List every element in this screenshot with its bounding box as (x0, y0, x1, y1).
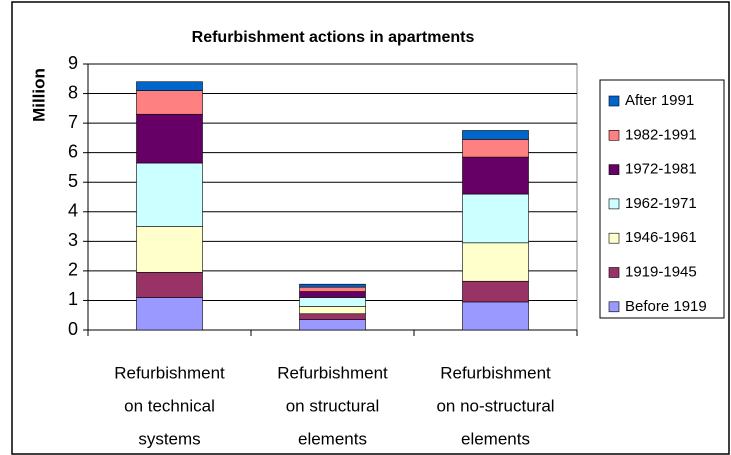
bar-segment (462, 130, 529, 140)
legend-swatch (608, 267, 620, 278)
y-tick-label: 9 (68, 53, 78, 73)
legend-label: 1972-1981 (625, 161, 697, 178)
y-tick-label: 3 (68, 230, 78, 250)
legend-label: After 1991 (625, 92, 694, 109)
bar-segment (299, 291, 366, 298)
bar-segment (136, 162, 203, 227)
chart-title: Refurbishment actions in apartments (192, 29, 475, 46)
x-tick-label: on structural (286, 396, 380, 415)
y-axis-label: Million (29, 68, 48, 122)
x-tick-label: elements (461, 429, 530, 448)
bar-segment (462, 156, 529, 195)
bar-segment (136, 113, 203, 164)
legend-swatch (608, 130, 620, 141)
bar-segment (299, 306, 366, 315)
legend-box (599, 79, 725, 319)
bar-segment (299, 286, 366, 292)
x-tick-label: on technical (124, 396, 215, 415)
y-tick-label: 5 (68, 171, 78, 191)
legend-swatch (608, 95, 620, 107)
bar-segment (136, 226, 203, 273)
bar-segment (462, 193, 529, 244)
bar-segment (299, 283, 366, 288)
x-tick-label: on no-structural (436, 396, 554, 415)
bar-segment (462, 139, 529, 158)
bar-segment (299, 313, 366, 320)
y-tick-label: 6 (68, 141, 78, 161)
bar-segment (299, 319, 366, 331)
y-tick-label: 8 (68, 82, 78, 102)
bar-segment (462, 242, 529, 282)
legend-label: Before 1919 (625, 298, 707, 315)
bar-segment (136, 81, 203, 91)
bar-segment (136, 272, 203, 298)
bar-segment (299, 297, 366, 307)
y-tick-label: 4 (68, 201, 78, 221)
y-tick-label: 7 (68, 112, 78, 132)
x-tick-label: Refurbishment (440, 363, 551, 382)
legend-swatch (608, 301, 620, 313)
legend-label: 1962-1971 (625, 195, 697, 212)
x-tick-label: Refurbishment (114, 363, 225, 382)
legend-label: 1946-1961 (625, 229, 697, 246)
legend-swatch (608, 232, 620, 244)
y-tick-label: 2 (68, 260, 78, 280)
x-tick-label: Refurbishment (277, 363, 388, 382)
bar-segment (136, 90, 203, 115)
legend-label: 1919-1945 (625, 263, 697, 280)
bar-segment (136, 297, 203, 331)
x-tick-label: systems (138, 429, 200, 448)
y-tick-label: 0 (68, 319, 78, 339)
legend-swatch (608, 198, 620, 210)
bar-segment (462, 280, 529, 303)
bar-segment (462, 301, 529, 331)
y-tick-label: 1 (68, 289, 78, 309)
legend-label: 1982-1991 (625, 126, 697, 143)
x-tick-label: elements (298, 429, 367, 448)
legend-swatch (608, 164, 620, 175)
